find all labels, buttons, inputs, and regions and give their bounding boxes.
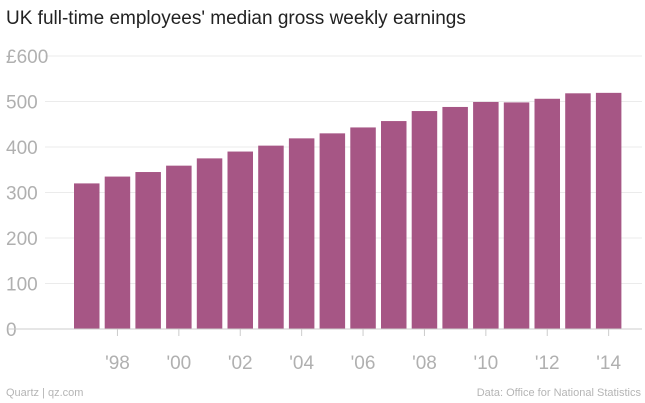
y-tick-label: 200: [6, 229, 38, 250]
bar: [227, 151, 253, 329]
bar: [135, 172, 161, 329]
x-tick-label: '14: [596, 353, 621, 374]
bar: [411, 111, 438, 330]
bar: [503, 102, 530, 329]
y-tick-label: 0: [6, 320, 17, 341]
bar: [319, 133, 346, 329]
bar: [74, 183, 100, 329]
bar: [534, 98, 560, 330]
chart-title: UK full-time employees' median gross wee…: [6, 8, 466, 29]
bar: [258, 145, 284, 329]
x-tick-label: '04: [289, 353, 314, 374]
bar: [595, 92, 622, 329]
y-tick-label: £600: [6, 47, 48, 68]
bar: [473, 101, 499, 329]
x-tick-label: '00: [166, 353, 191, 374]
y-tick-label: 100: [6, 275, 38, 296]
bar: [350, 127, 376, 329]
bar: [442, 106, 468, 330]
bar: [196, 158, 223, 329]
x-tick-label: '98: [105, 353, 130, 374]
footer-source-brand: Quartz | qz.com: [6, 387, 84, 399]
bar: [104, 176, 131, 329]
y-tick-label: 400: [6, 138, 38, 159]
bar: [565, 93, 591, 329]
footer-data-credit: Data: Office for National Statistics: [476, 387, 641, 399]
y-tick-label: 500: [6, 93, 38, 114]
x-tick-label: '02: [228, 353, 253, 374]
x-tick-label: '08: [412, 353, 437, 374]
bar: [166, 165, 192, 329]
x-tick-label: '10: [473, 353, 498, 374]
y-tick-label: 300: [6, 184, 38, 205]
x-tick-label: '12: [535, 353, 560, 374]
bar: [288, 138, 315, 329]
bar: [381, 121, 407, 329]
x-tick-label: '06: [351, 353, 376, 374]
